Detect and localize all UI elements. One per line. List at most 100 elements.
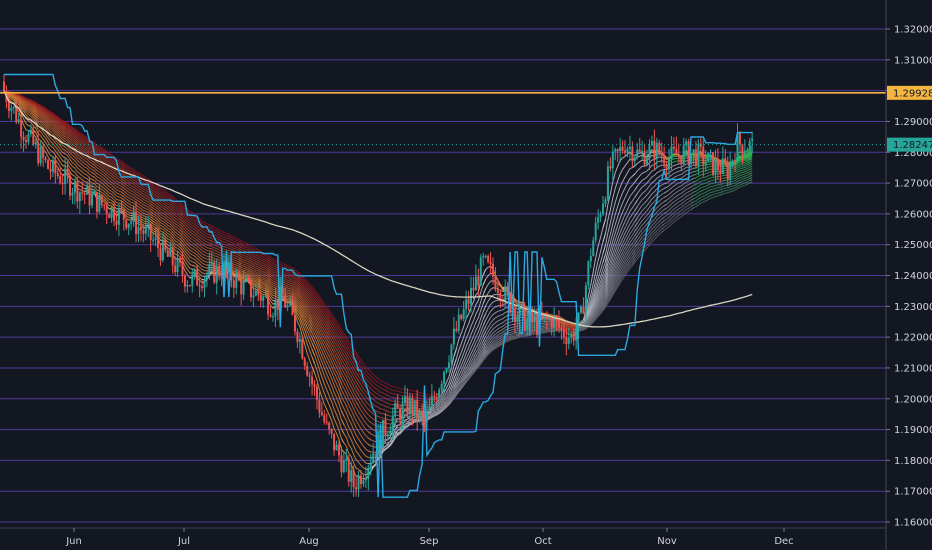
candle-body bbox=[203, 279, 206, 289]
candle-body bbox=[638, 149, 641, 152]
ribbon-ema-line bbox=[634, 195, 667, 232]
candle-body bbox=[572, 334, 575, 341]
candle-body bbox=[342, 460, 345, 473]
candle-body bbox=[589, 256, 592, 262]
ribbon-ema-line bbox=[690, 191, 723, 208]
ribbon-ema-line bbox=[258, 279, 281, 294]
candle-body bbox=[697, 143, 700, 166]
ribbon-ema-line bbox=[150, 221, 183, 251]
ribbon-ema-line bbox=[631, 220, 665, 258]
ribbon-ema-line bbox=[150, 186, 183, 212]
candle-body bbox=[254, 290, 257, 296]
ribbon-ema-line bbox=[690, 188, 723, 205]
candle-body bbox=[425, 410, 428, 422]
candle-body bbox=[333, 433, 336, 451]
ribbon-ema-line bbox=[150, 190, 183, 217]
candle-body bbox=[308, 375, 311, 377]
candle-body bbox=[152, 239, 155, 241]
candle-body bbox=[545, 315, 548, 319]
candle-body bbox=[386, 434, 389, 436]
ribbon-ema-line bbox=[311, 357, 345, 444]
candle-body bbox=[183, 275, 186, 287]
candle-body bbox=[489, 261, 492, 264]
ribbon-ema-line bbox=[536, 328, 562, 333]
candle-body bbox=[682, 145, 685, 164]
ribbon-ema-line bbox=[179, 229, 212, 255]
ribbon-ema-line bbox=[355, 390, 389, 420]
ribbon-ema-line bbox=[121, 160, 154, 183]
candle-body bbox=[729, 162, 732, 180]
candle-body bbox=[323, 415, 326, 422]
time-tick-label: Nov bbox=[657, 536, 677, 547]
ribbon-ema-line bbox=[720, 174, 753, 188]
ribbon-ema-line bbox=[258, 281, 281, 296]
candle-body bbox=[391, 416, 394, 432]
candle-body bbox=[377, 431, 380, 456]
candle-body bbox=[440, 383, 443, 390]
candle-body bbox=[450, 344, 453, 363]
ribbon-ema-line bbox=[267, 278, 301, 298]
candle-body bbox=[345, 458, 348, 461]
ribbon-ema-line bbox=[634, 211, 667, 248]
candle-body bbox=[66, 168, 69, 176]
ribbon-ema-line bbox=[179, 216, 212, 242]
time-axis[interactable]: Jun Jul Aug Sep Oct Nov Dec bbox=[65, 528, 794, 547]
candle-body bbox=[738, 132, 741, 145]
ribbon-ema-line bbox=[228, 265, 261, 281]
ribbon-ema-line bbox=[385, 386, 418, 396]
candle-body bbox=[650, 140, 653, 146]
candle-body bbox=[54, 160, 57, 174]
ribbon-ema-line bbox=[426, 391, 460, 410]
ribbon-ema-line bbox=[338, 371, 372, 429]
ribbon-ema-line bbox=[482, 306, 511, 332]
ribbon-ema-line bbox=[385, 382, 418, 393]
candle-body bbox=[447, 362, 450, 369]
ribbon-ema-line bbox=[727, 158, 753, 168]
ribbon-ema-line bbox=[162, 234, 195, 267]
ribbon-ema-line bbox=[297, 271, 330, 311]
ribbon-ema-line bbox=[228, 269, 262, 286]
candle-body bbox=[169, 248, 172, 257]
ribbon-ema-line bbox=[749, 181, 753, 184]
ribbon-ema-line bbox=[453, 325, 487, 394]
ribbon-ema-line bbox=[121, 175, 154, 199]
ribbon-ema-line bbox=[690, 183, 723, 198]
ribbon-ema-line bbox=[267, 261, 301, 281]
candle-body bbox=[350, 470, 353, 482]
ribbon-ema-line bbox=[482, 321, 515, 349]
ribbon-ema-line bbox=[282, 297, 315, 349]
ribbon-ema-line bbox=[453, 278, 487, 367]
candle-body bbox=[59, 176, 62, 184]
ribbon-ema-line bbox=[575, 294, 609, 330]
candle-body bbox=[633, 157, 636, 162]
candle-body bbox=[553, 316, 556, 328]
candle-body bbox=[531, 311, 534, 323]
candle-body bbox=[580, 306, 583, 313]
ribbon-ema-line bbox=[179, 206, 212, 232]
ribbon-ema-line bbox=[575, 279, 609, 326]
ribbon-ema-line bbox=[326, 331, 359, 391]
ribbon-ema-line bbox=[30, 130, 53, 162]
price-tick-label: 1.21000 bbox=[894, 363, 932, 374]
ribbon-ema-line bbox=[33, 103, 66, 129]
ribbon-ema-line bbox=[575, 282, 609, 326]
candle-body bbox=[660, 153, 663, 156]
ribbon-ema-line bbox=[482, 326, 516, 355]
price-tick-label: 1.23000 bbox=[894, 302, 932, 313]
candle-body bbox=[675, 148, 678, 156]
candle-body bbox=[149, 224, 152, 240]
ribbon-ema-line bbox=[661, 198, 694, 223]
candle-body bbox=[658, 142, 661, 154]
candle-body bbox=[113, 207, 116, 222]
ribbon-ema-line bbox=[91, 178, 125, 204]
candle-body bbox=[616, 149, 619, 152]
ribbon-ema-line bbox=[91, 182, 125, 206]
candle-body bbox=[604, 199, 607, 204]
candle-body bbox=[245, 279, 248, 282]
ribbon-ema-line bbox=[663, 190, 697, 215]
ribbon-ema-line bbox=[179, 208, 212, 234]
candle-body bbox=[734, 160, 737, 162]
candle-body bbox=[125, 219, 128, 228]
ribbon-ema-line bbox=[730, 153, 753, 163]
